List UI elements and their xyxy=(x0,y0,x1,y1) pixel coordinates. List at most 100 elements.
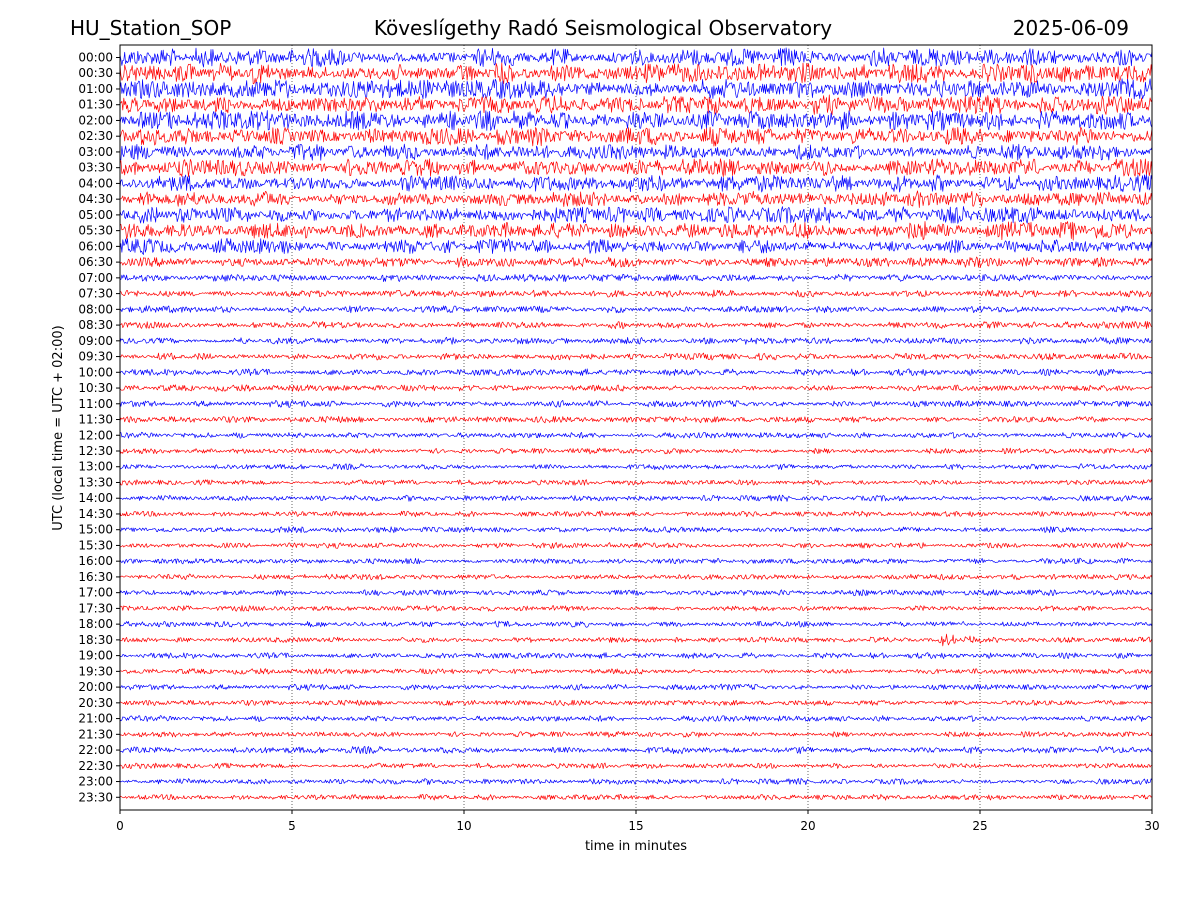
trace-0430 xyxy=(119,190,1153,208)
y-tick-label: 16:00 xyxy=(78,554,113,568)
y-tick-label: 06:30 xyxy=(78,255,113,269)
y-tick-label: 20:00 xyxy=(78,680,113,694)
y-tick-label: 02:30 xyxy=(78,129,113,143)
trace-1030 xyxy=(119,384,1153,392)
trace-0530 xyxy=(119,221,1153,241)
grid-lines xyxy=(291,45,981,810)
y-tick-label: 05:00 xyxy=(78,208,113,222)
y-tick-label: 11:30 xyxy=(78,413,113,427)
station-title: HU_Station_SOP xyxy=(70,16,231,40)
y-tick-label: 00:00 xyxy=(78,51,113,65)
trace-1400 xyxy=(119,494,1153,502)
y-tick-label: 13:00 xyxy=(78,460,113,474)
trace-1530 xyxy=(119,542,1153,549)
x-axis-title: time in minutes xyxy=(585,839,687,854)
y-tick-label: 05:30 xyxy=(78,224,113,238)
trace-2000 xyxy=(119,683,1153,691)
seismogram-traces xyxy=(119,47,1153,801)
trace-0030 xyxy=(119,62,1153,85)
trace-2330 xyxy=(119,794,1153,801)
date-title: 2025-06-09 xyxy=(1013,16,1129,40)
trace-0500 xyxy=(119,206,1153,224)
trace-0300 xyxy=(119,143,1153,161)
x-tick-label: 5 xyxy=(288,819,296,833)
y-tick-label: 04:30 xyxy=(78,192,113,206)
trace-0130 xyxy=(119,94,1153,116)
trace-1930 xyxy=(119,668,1153,675)
y-tick-label: 15:00 xyxy=(78,523,113,537)
y-tick-label: 18:30 xyxy=(78,633,113,647)
y-tick-label: 17:30 xyxy=(78,601,113,615)
trace-1330 xyxy=(119,479,1153,486)
trace-1000 xyxy=(119,368,1153,377)
y-tick-label: 03:30 xyxy=(78,161,113,175)
trace-0400 xyxy=(119,174,1153,193)
y-tick-label: 09:30 xyxy=(78,350,113,364)
y-tick-label: 02:00 xyxy=(78,113,113,127)
x-tick-label: 0 xyxy=(116,819,124,833)
x-tick-label: 25 xyxy=(972,819,987,833)
trace-1630 xyxy=(119,573,1153,581)
trace-1100 xyxy=(119,399,1153,408)
y-tick-label: 14:00 xyxy=(78,491,113,505)
trace-1200 xyxy=(119,431,1153,439)
trace-0930 xyxy=(119,352,1153,361)
x-tick-label: 30 xyxy=(1144,819,1159,833)
y-tick-label: 11:00 xyxy=(78,397,113,411)
trace-0630 xyxy=(119,256,1153,268)
y-tick-label: 08:00 xyxy=(78,302,113,316)
trace-0200 xyxy=(119,109,1153,131)
trace-0330 xyxy=(119,158,1153,178)
y-tick-label: 21:30 xyxy=(78,727,113,741)
x-tick-label: 20 xyxy=(800,819,815,833)
observatory-title: Köveslígethy Radó Seismological Observat… xyxy=(374,16,832,40)
y-tick-label: 13:30 xyxy=(78,475,113,489)
trace-2100 xyxy=(119,715,1153,722)
trace-1800 xyxy=(119,620,1153,628)
trace-0900 xyxy=(119,336,1153,345)
y-tick-label: 22:00 xyxy=(78,743,113,757)
trace-2300 xyxy=(119,778,1153,786)
trace-1430 xyxy=(119,510,1153,518)
trace-2200 xyxy=(119,745,1153,755)
trace-0830 xyxy=(119,321,1153,330)
trace-2030 xyxy=(119,699,1153,707)
y-tick-label: 10:00 xyxy=(78,365,113,379)
y-tick-label: 21:00 xyxy=(78,712,113,726)
trace-1230 xyxy=(119,447,1153,455)
y-tick-label: 17:00 xyxy=(78,586,113,600)
y-tick-label: 01:30 xyxy=(78,98,113,112)
trace-0730 xyxy=(119,289,1153,298)
trace-0600 xyxy=(119,237,1153,255)
trace-0230 xyxy=(119,126,1153,147)
x-tick-label: 15 xyxy=(628,819,643,833)
x-tick-label: 10 xyxy=(456,819,471,833)
trace-0100 xyxy=(119,78,1153,100)
trace-1830 xyxy=(119,633,1153,647)
y-axis-title: UTC (local time = UTC + 02:00) xyxy=(51,325,66,530)
plot-frame xyxy=(119,44,1153,811)
trace-1730 xyxy=(119,605,1153,612)
trace-2230 xyxy=(119,762,1153,769)
y-tick-label: 07:00 xyxy=(78,271,113,285)
y-tick-label: 12:30 xyxy=(78,444,113,458)
y-tick-label: 01:00 xyxy=(78,82,113,96)
y-tick-label: 18:00 xyxy=(78,617,113,631)
y-tick-label: 12:00 xyxy=(78,428,113,442)
y-tick-label: 23:30 xyxy=(78,790,113,804)
y-tick-label: 15:30 xyxy=(78,538,113,552)
trace-1700 xyxy=(119,589,1153,597)
y-tick-label: 10:30 xyxy=(78,381,113,395)
y-tick-label: 23:00 xyxy=(78,775,113,789)
y-tick-label: 03:00 xyxy=(78,145,113,159)
trace-1500 xyxy=(119,526,1153,534)
y-tick-label: 19:30 xyxy=(78,664,113,678)
trace-1600 xyxy=(119,557,1153,565)
y-tick-label: 19:00 xyxy=(78,649,113,663)
trace-1900 xyxy=(119,652,1153,659)
y-tick-label: 22:30 xyxy=(78,759,113,773)
trace-0800 xyxy=(119,305,1153,314)
y-tick-label: 04:00 xyxy=(78,176,113,190)
